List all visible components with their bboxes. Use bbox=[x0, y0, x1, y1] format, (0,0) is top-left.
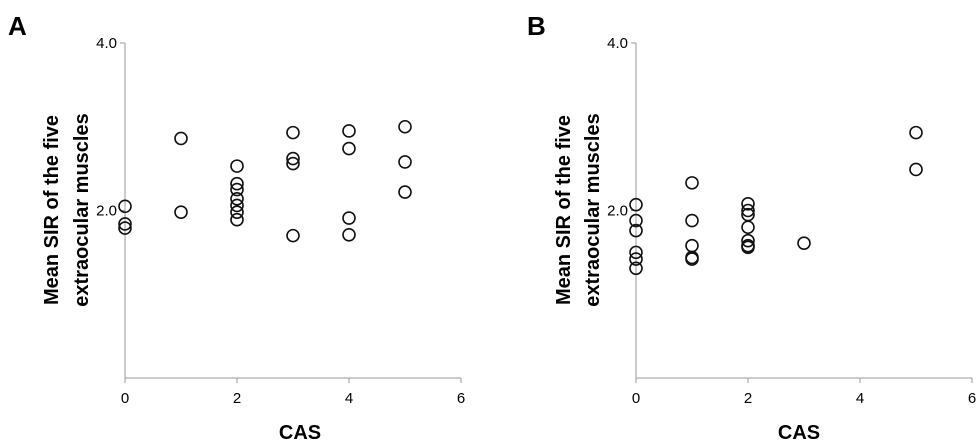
x-tick-label: 2 bbox=[744, 390, 752, 407]
data-point bbox=[629, 213, 643, 228]
y-axis-label-line-2: extraocular muscles bbox=[582, 113, 604, 306]
x-tick-label: 0 bbox=[632, 390, 640, 407]
data-point bbox=[342, 141, 356, 156]
data-point bbox=[741, 233, 755, 248]
data-point bbox=[230, 159, 244, 173]
data-point bbox=[797, 236, 811, 250]
data-point bbox=[118, 217, 132, 231]
data-point bbox=[741, 220, 755, 235]
data-point bbox=[118, 221, 132, 235]
data-point bbox=[342, 124, 356, 138]
data-point bbox=[342, 211, 356, 225]
data-point bbox=[286, 228, 300, 243]
data-point bbox=[629, 197, 643, 212]
data-point bbox=[286, 151, 300, 166]
data-point bbox=[286, 156, 300, 171]
data-point bbox=[685, 252, 699, 266]
x-tick-label: 4 bbox=[345, 390, 353, 407]
x-axis-label: CAS bbox=[778, 422, 820, 444]
data-point bbox=[174, 205, 188, 219]
y-axis-label-line-1: Mean SIR of the five bbox=[553, 115, 575, 305]
x-tick-label: 2 bbox=[233, 390, 241, 407]
x-axis-label: CAS bbox=[279, 422, 321, 444]
y-axis-label-line-1: Mean SIR of the five bbox=[41, 115, 63, 305]
data-point bbox=[629, 252, 643, 266]
data-point bbox=[174, 131, 188, 146]
data-point bbox=[629, 245, 643, 260]
x-tick-label: 6 bbox=[968, 390, 976, 407]
data-point bbox=[629, 261, 643, 276]
data-point bbox=[230, 176, 244, 191]
panel-label: A bbox=[8, 11, 27, 41]
data-point bbox=[230, 212, 244, 227]
data-point bbox=[741, 197, 755, 211]
x-tick-label: 6 bbox=[457, 390, 465, 407]
x-tick-label: 4 bbox=[856, 390, 864, 407]
data-point bbox=[741, 240, 755, 255]
data-point bbox=[286, 125, 300, 140]
x-tick-label: 0 bbox=[121, 390, 129, 407]
y-axis-label-line-2: extraocular muscles bbox=[71, 113, 93, 306]
panel-label: B bbox=[527, 11, 546, 41]
data-point bbox=[118, 199, 132, 214]
data-point bbox=[685, 238, 699, 253]
chart-panel-a: A 2.0 4.0 0 2 4 6 Mean SIR of the five extraocul… bbox=[8, 11, 465, 444]
data-point bbox=[909, 125, 923, 140]
data-point bbox=[685, 213, 699, 228]
data-point bbox=[398, 185, 412, 199]
data-point bbox=[629, 223, 643, 238]
y-tick-label: 4.0 bbox=[96, 35, 117, 52]
data-point bbox=[230, 182, 244, 197]
y-tick-label: 4.0 bbox=[607, 35, 628, 52]
chart-panel-b: B 2.0 4.0 0 2 4 6 Mean SIR of the five extraocul… bbox=[527, 11, 976, 444]
data-point bbox=[685, 176, 699, 190]
data-point bbox=[909, 162, 923, 177]
data-point bbox=[398, 119, 412, 134]
data-point bbox=[342, 227, 356, 242]
data-point bbox=[741, 203, 755, 218]
data-point bbox=[230, 198, 244, 213]
y-tick-label: 2.0 bbox=[96, 203, 117, 220]
data-point bbox=[230, 205, 244, 219]
y-tick-label: 2.0 bbox=[607, 203, 628, 220]
data-point bbox=[230, 191, 244, 206]
data-point bbox=[398, 155, 412, 169]
